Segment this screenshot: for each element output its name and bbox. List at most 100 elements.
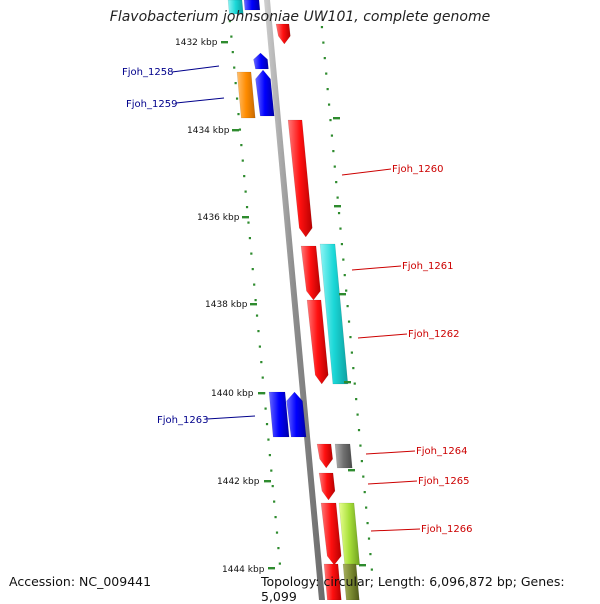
gene-arrow — [300, 245, 321, 301]
gene-arrow — [306, 299, 329, 385]
guide-dot — [356, 413, 359, 416]
guide-dot — [346, 305, 349, 308]
accession-text: Accession: NC_009441 — [9, 574, 152, 589]
guide-dot — [339, 227, 342, 230]
label-leader-line — [365, 450, 416, 455]
guide-dot — [261, 376, 264, 379]
guide-dot — [267, 438, 270, 441]
label-leader-line — [341, 168, 392, 176]
gene-arrow — [320, 502, 342, 566]
guide-dot — [270, 469, 273, 472]
label-leader-line — [370, 528, 421, 532]
guide-dot — [238, 128, 242, 131]
map-title: Flavobacterium johnsoniae UW101, complet… — [109, 9, 491, 25]
tick-mark — [232, 129, 239, 132]
backbone-bar — [264, 0, 325, 600]
guide-dot — [345, 289, 348, 292]
tick-label: 1442 kbp — [217, 477, 260, 487]
gene-features — [227, 0, 360, 601]
tick-label: 1432 kbp — [175, 38, 218, 48]
guide-dot — [320, 26, 324, 29]
gene-label[interactable]: Fjoh_1260 — [392, 164, 443, 175]
guide-dot — [362, 475, 365, 478]
gene-arrow — [243, 0, 261, 11]
guide-dot — [245, 206, 249, 209]
guide-dot — [231, 51, 234, 54]
guide-dot — [257, 330, 260, 333]
guide-dot — [274, 516, 277, 519]
guide-dot — [237, 113, 240, 116]
guide-dot — [244, 190, 247, 193]
gene-arrow — [268, 391, 290, 438]
guide-dot — [349, 336, 352, 339]
label-leader-line — [206, 415, 256, 420]
tick-mark — [268, 567, 275, 570]
guide-dot — [255, 314, 259, 317]
label-leader-line — [175, 97, 225, 104]
guide-dot — [247, 221, 250, 224]
gene-label[interactable]: Fjoh_1266 — [421, 524, 472, 535]
gene-label[interactable]: Fjoh_1263 — [157, 415, 208, 426]
gene-label[interactable]: Fjoh_1264 — [416, 446, 467, 457]
guide-dot — [369, 553, 372, 556]
tick-mark — [221, 41, 228, 44]
guide-dot — [258, 345, 261, 348]
guide-dot — [322, 41, 325, 44]
tick-label: 1438 kbp — [205, 300, 248, 310]
guide-dot — [332, 150, 335, 153]
gene-arrow — [319, 243, 349, 385]
guide-dot — [365, 506, 368, 509]
guide-dot — [248, 237, 252, 240]
guide-dot — [347, 320, 351, 323]
gene-arrow — [287, 119, 313, 238]
position-ticks: 1432 kbp 1434 kbp 1436 kbp 1438 kbp 1440 kbp… — [175, 38, 366, 575]
tick-label: 1436 kbp — [197, 213, 240, 223]
guide-dot — [233, 66, 236, 69]
gene-arrow — [275, 23, 291, 45]
guide-dot — [367, 537, 371, 540]
guide-dot — [273, 500, 276, 503]
guide-dot — [337, 212, 341, 215]
gene-arrow — [255, 69, 275, 117]
guide-dot — [251, 268, 254, 271]
tick-mark — [339, 293, 346, 296]
guide-dot — [241, 159, 244, 162]
chromosome-backbone — [264, 0, 325, 600]
gene-arrow — [334, 443, 353, 469]
guide-dot — [260, 361, 263, 364]
gene-label[interactable]: Fjoh_1258 — [122, 67, 173, 78]
gene-arrow — [236, 71, 256, 119]
guide-dot — [350, 351, 353, 354]
label-leader-line — [357, 333, 408, 339]
guide-dot — [271, 485, 274, 488]
guide-dot — [275, 531, 279, 534]
gene-arrow — [338, 502, 360, 566]
gene-arrow — [253, 52, 269, 70]
tick-mark — [250, 303, 257, 306]
tick-mark — [333, 117, 340, 120]
guide-dot — [366, 522, 369, 525]
guide-dot — [325, 72, 328, 75]
gene-arrow — [318, 472, 336, 501]
tick-mark — [344, 381, 351, 384]
guide-dot — [352, 367, 355, 370]
label-leader-line — [367, 480, 418, 485]
gene-arrow — [316, 443, 333, 469]
gene-label[interactable]: Fjoh_1261 — [402, 261, 453, 272]
guide-dot — [359, 444, 362, 447]
gene-label[interactable]: Fjoh_1265 — [418, 476, 469, 487]
guide-dot — [253, 283, 256, 286]
gene-label[interactable]: Fjoh_1259 — [126, 99, 177, 110]
strand-guide-dots — [228, 20, 373, 571]
guide-dot — [340, 243, 344, 246]
guide-dot — [234, 82, 237, 85]
tick-mark — [359, 564, 366, 567]
gene-label[interactable]: Fjoh_1262 — [408, 329, 459, 340]
guide-dot — [342, 258, 345, 261]
guide-dot — [277, 547, 280, 550]
guide-dot — [228, 20, 232, 23]
tick-label: 1434 kbp — [187, 126, 230, 136]
guide-dot — [254, 299, 257, 302]
tick-mark — [242, 216, 249, 219]
